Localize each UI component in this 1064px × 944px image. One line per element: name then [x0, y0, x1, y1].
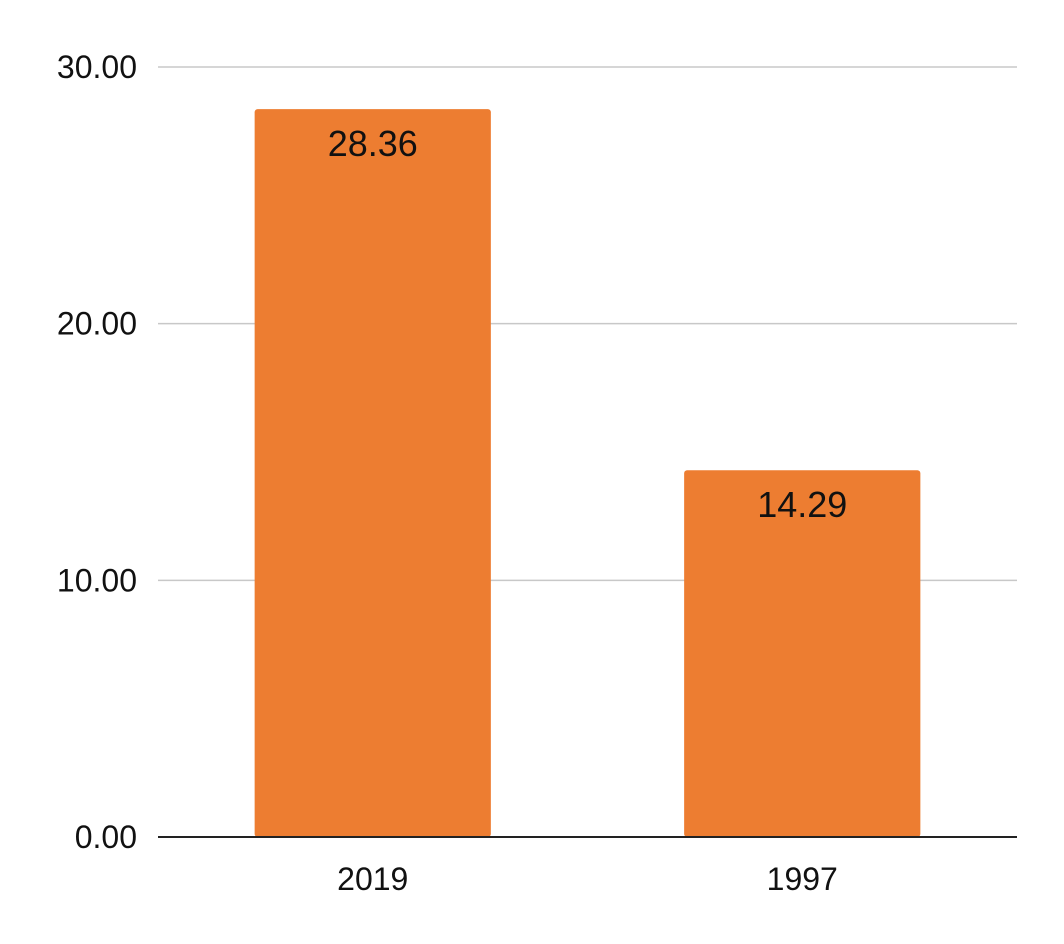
x-tick-label: 1997 — [767, 861, 838, 897]
bar-1997 — [684, 470, 921, 837]
y-tick-label: 20.00 — [57, 306, 137, 342]
bar-2019 — [254, 109, 491, 838]
bars — [254, 109, 921, 838]
x-tick-label: 2019 — [337, 861, 408, 897]
labels: 0.00 10.00 20.00 30.00 28.36 2019 14.29 1997 — [57, 49, 847, 897]
data-label: 28.36 — [328, 123, 418, 164]
y-tick-label: 30.00 — [57, 49, 137, 85]
y-tick-label: 0.00 — [75, 819, 137, 855]
data-label: 14.29 — [757, 484, 847, 525]
y-tick-label: 10.00 — [57, 562, 137, 598]
